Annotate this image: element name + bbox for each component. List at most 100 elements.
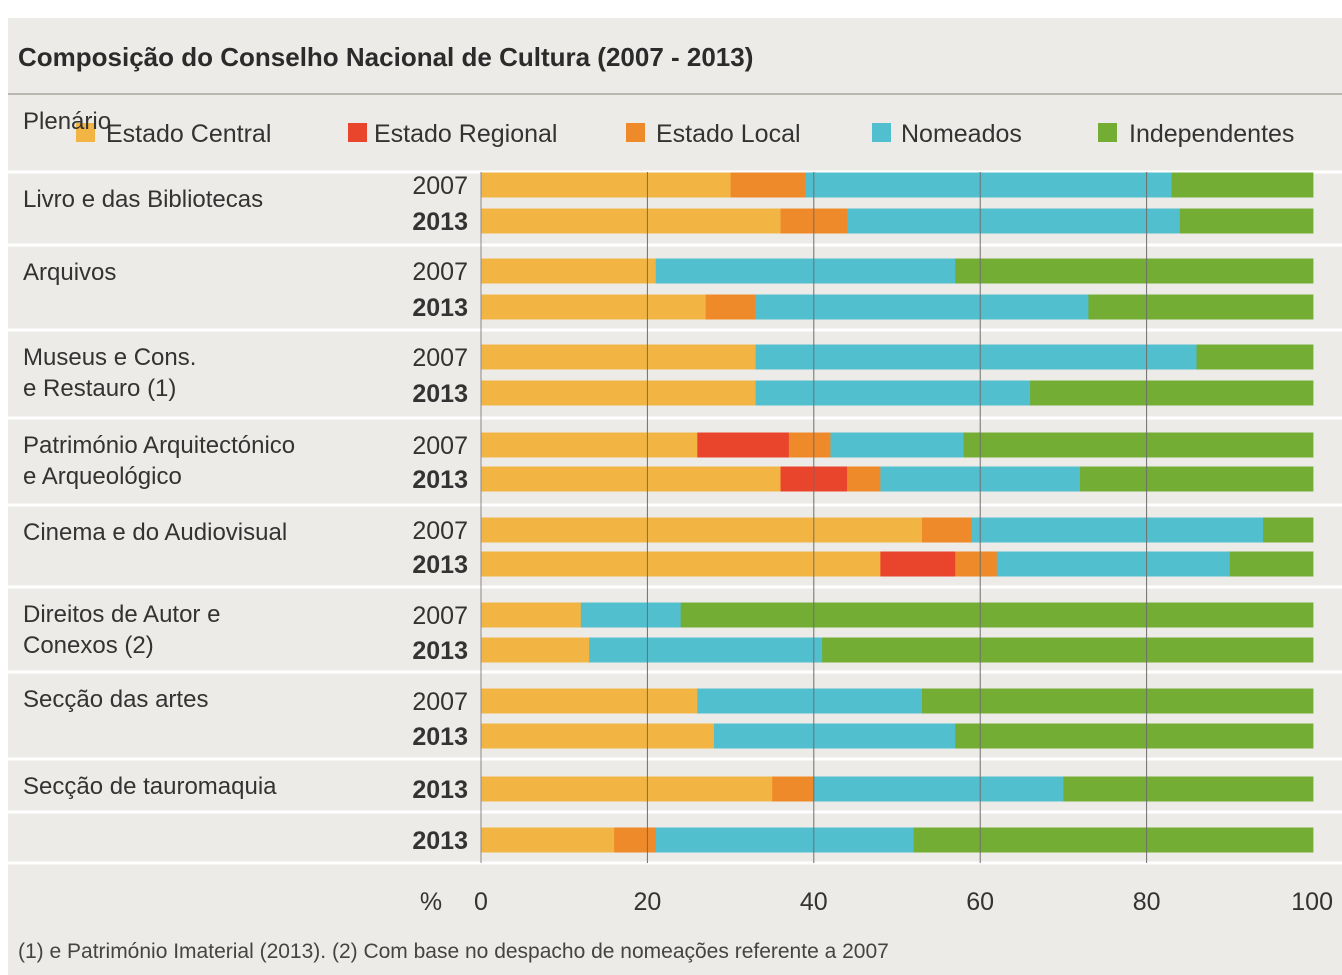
bar-segment [697,688,923,714]
row-label: e Restauro (1) [23,375,176,402]
bar-segment [813,776,1064,802]
x-tick-label: 40 [800,888,828,916]
row-label: Museus e Cons. [23,344,196,371]
x-tick-label: 100 [1291,888,1333,916]
bar-segment [955,551,998,577]
row-label: Cinema e do Audiovisual [23,519,287,546]
bar-segment [481,776,773,802]
legend-swatch-4 [1098,123,1117,142]
bar-segment [481,827,615,853]
legend-label-2: Estado Local [656,120,801,148]
bar-segment [655,258,956,284]
bar-segment [971,517,1264,543]
bar-segment [805,172,1172,198]
legend-label-0: Estado Central [106,120,271,148]
chart-panel: Composição do Conselho Nacional de Cultu… [8,18,1342,975]
bar-segment [730,172,806,198]
bar-year-label: 2013 [412,380,468,408]
bar-year-label: 2007 [412,517,468,545]
bar-segment [1063,776,1314,802]
bar-segment [913,827,1314,853]
bar-segment [755,294,1089,320]
bar-year-label: 2007 [412,688,468,716]
bar-segment [788,432,831,458]
bar-segment [481,258,657,284]
row-label: Plenário [23,108,111,135]
legend-swatch-2 [626,123,645,142]
bar-segment [1179,208,1314,234]
x-axis-unit: % [420,888,442,916]
bar-segment [680,602,1314,628]
legend-swatch-0 [76,123,95,142]
bar-year-label: 2013 [412,723,468,751]
bar-segment [481,432,698,458]
stacked-bar-chart: Composição do Conselho Nacional de Cultu… [8,42,1342,963]
bar-segment [481,344,756,370]
bar-segment [1088,294,1314,320]
bar-year-label: 2013 [412,776,468,804]
bar-year-label: 2007 [412,432,468,460]
bar-segment [822,637,1314,663]
bar-year-label: 2007 [412,172,468,200]
bar-segment [481,208,781,234]
x-tick-label: 0 [474,888,488,916]
bar-segment [481,466,781,492]
legend-swatch-1 [348,123,367,142]
bar-segment [847,208,1181,234]
row-label: Conexos (2) [23,632,154,659]
bar-year-label: 2013 [412,827,468,855]
bar-year-label: 2013 [412,294,468,322]
row-label: Direitos de Autor e [23,601,220,628]
bar-segment [580,602,682,628]
bar-year-label: 2007 [412,258,468,286]
bar-segment [481,723,715,749]
bar-segment [697,432,790,458]
bar-segment [589,637,823,663]
bar-segment [847,466,881,492]
bar-segment [996,551,1231,577]
bar-year-label: 2013 [412,466,468,494]
bar-segment [1080,466,1314,492]
bar-segment [921,688,1314,714]
bar-segment [955,723,1314,749]
row-label: Livro e das Bibliotecas [23,186,263,213]
legend-swatch-3 [872,123,891,142]
bar-segment [1030,380,1314,406]
x-tick-label: 20 [633,888,661,916]
bar-segment [481,688,698,714]
bar-segment [713,723,956,749]
row-label: Arquivos [23,259,116,286]
x-tick-label: 60 [966,888,994,916]
bar-segment [772,776,815,802]
row-label: e Arqueológico [23,463,182,490]
row-label: Secção das artes [23,686,208,713]
bar-segment [880,551,956,577]
bar-segment [481,294,707,320]
bar-segment [481,637,590,663]
bar-segment [830,432,964,458]
bar-segment [1171,172,1314,198]
bar-year-label: 2007 [412,344,468,372]
row-label: Secção de tauromaquia [23,773,277,800]
legend-label-1: Estado Regional [374,120,557,148]
bar-segment [755,380,1031,406]
bar-year-label: 2013 [412,208,468,236]
bar-segment [755,344,1197,370]
bar-segment [481,602,582,628]
bar-segment [481,172,731,198]
bar-year-label: 2013 [412,637,468,665]
bar-segment [921,517,973,543]
bar-segment [955,258,1314,284]
chart-title: Composição do Conselho Nacional de Cultu… [18,42,753,72]
bar-segment [1196,344,1314,370]
bar-segment [481,517,923,543]
legend-label-4: Independentes [1129,120,1294,148]
footnote: (1) e Património Imaterial (2013). (2) C… [18,940,889,963]
x-tick-label: 80 [1133,888,1161,916]
bar-year-label: 2007 [412,602,468,630]
row-label: Património Arquitectónico [23,432,295,459]
bar-segment [614,827,657,853]
legend-label-3: Nomeados [901,120,1022,148]
bar-segment [655,827,915,853]
bar-segment [481,551,881,577]
